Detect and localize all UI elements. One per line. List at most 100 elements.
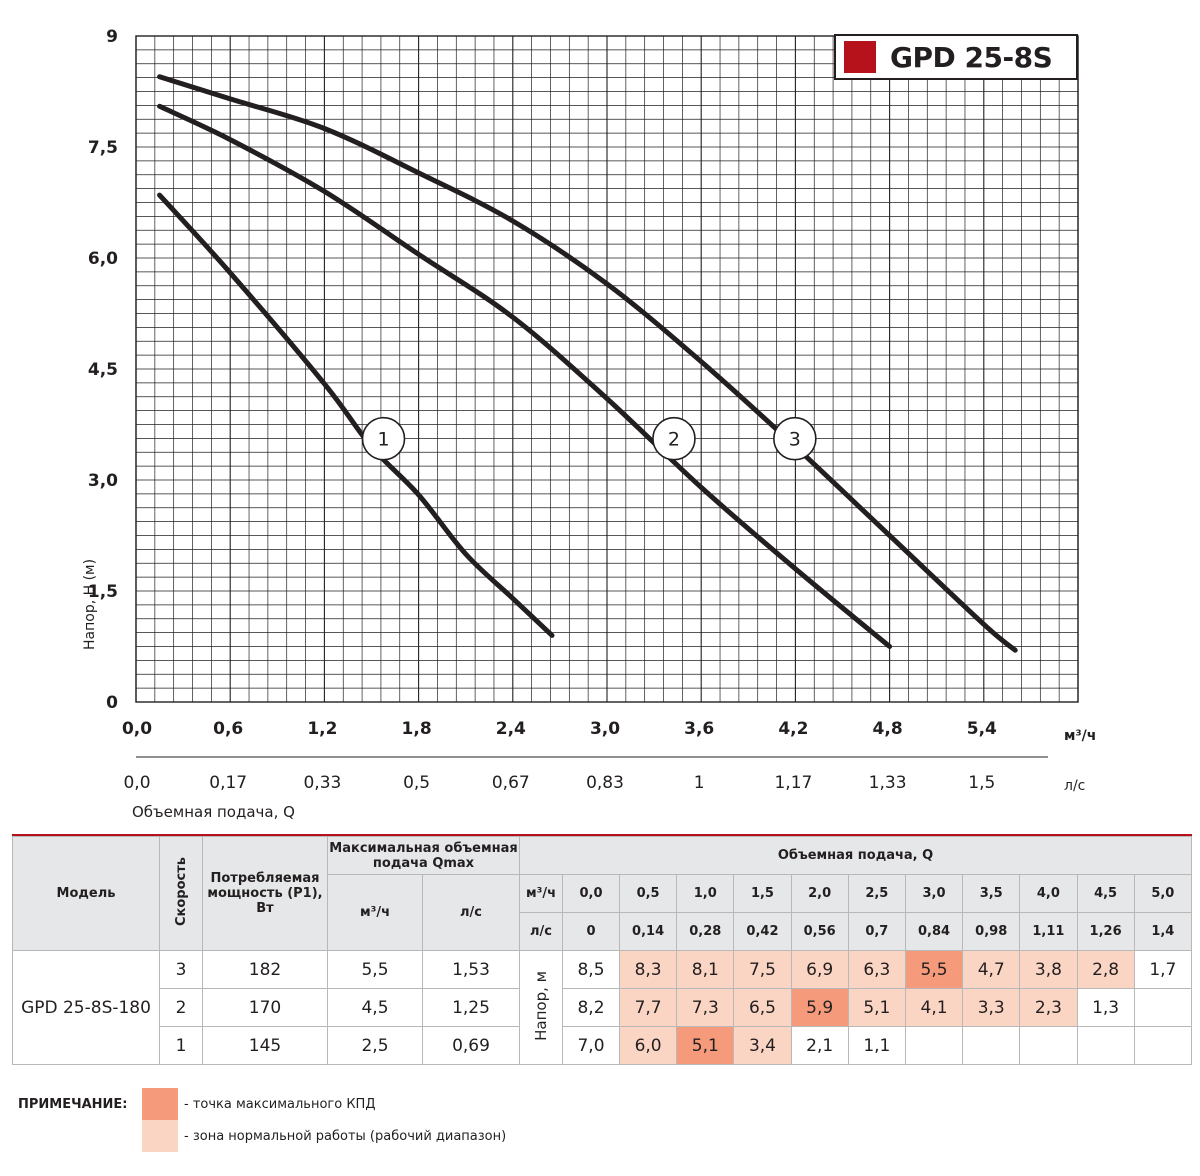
- cell-head: 8,2: [562, 988, 620, 1027]
- cell-head: [1133, 1026, 1193, 1065]
- curve-speed-3: [157, 74, 1018, 653]
- th-qmax-m3: м³/ч: [327, 874, 423, 951]
- x-tick-label: 4,2: [778, 719, 808, 739]
- spec-table: Модель Скорость Потребляемая мощность (P1)…: [12, 836, 1193, 1065]
- cell-head: 8,3: [618, 950, 678, 989]
- cell-speed: 1: [159, 1026, 203, 1065]
- curve-label-1: 1: [377, 429, 389, 451]
- chart-curves: [157, 74, 1018, 653]
- cell-head: 7,3: [676, 988, 735, 1027]
- x2-tick-label: 0,5: [403, 773, 430, 793]
- x-axis-title: Объемная подача, Q: [132, 803, 295, 821]
- cell-power: 170: [202, 988, 328, 1027]
- y-tick-label: 4,5: [88, 360, 118, 380]
- th-flow-m3: 3,5: [962, 874, 1021, 913]
- curve-label-2: 2: [668, 429, 680, 451]
- th-flow-ls: 0,56: [790, 912, 849, 951]
- th-flow-m3: 2,5: [847, 874, 906, 913]
- cell-head: 8,5: [562, 950, 620, 989]
- x-tick-label: 0,6: [213, 719, 243, 739]
- th-flow-ls: 1,26: [1076, 912, 1135, 951]
- th-unit-ls: л/с: [519, 912, 563, 951]
- x2-tick-label: 0,83: [586, 773, 624, 793]
- curve-label-circle-1: [361, 416, 406, 461]
- cell-head: 2,8: [1076, 950, 1135, 989]
- th-flow: Объемная подача, Q: [519, 836, 1192, 875]
- legend-swatch: [844, 41, 876, 73]
- cell-head: 6,0: [618, 1026, 678, 1065]
- cell-head: 4,7: [962, 950, 1021, 989]
- th-flow-m3: 0,5: [618, 874, 678, 913]
- y-tick-label: 3,0: [88, 471, 118, 491]
- cell-head: 8,1: [676, 950, 735, 989]
- cell-head: 3,8: [1019, 950, 1078, 989]
- note-normal-zone: - зона нормальной работы (рабочий диапаз…: [184, 1129, 507, 1144]
- th-flow-m3: 4,5: [1076, 874, 1135, 913]
- model-name: GPD 25-8S-180: [12, 950, 160, 1065]
- cell-head: 6,9: [790, 950, 849, 989]
- th-flow-ls: 1,4: [1133, 912, 1193, 951]
- table-top-bar: [12, 834, 1192, 837]
- x2-tick-label: 1: [694, 773, 705, 793]
- cell-head: 2,3: [1019, 988, 1078, 1027]
- curve-label-circle-2: [652, 416, 696, 461]
- curve-speed-1: [157, 192, 555, 638]
- chart-labels: 1 2 3: [361, 416, 817, 461]
- x-tick-label: 1,2: [307, 719, 337, 739]
- y-tick-label: 1,5: [88, 582, 118, 602]
- cell-speed: 2: [159, 988, 203, 1027]
- th-flow-ls: 0,7: [847, 912, 906, 951]
- x2-tick-label: 0,67: [492, 773, 530, 793]
- x-tick-label: 4,8: [873, 719, 903, 739]
- cell-head: 3,3: [962, 988, 1021, 1027]
- performance-chart: 0 1,5 3,0 4,5 6,0 7,5 9 Напор, H (м) 0,0 0,6 1,2 1,…: [82, 27, 1096, 821]
- cell-head: [1133, 988, 1193, 1027]
- th-unit-m3: м³/ч: [519, 874, 563, 913]
- th-flow-m3: 3,0: [904, 874, 964, 913]
- x-tick-label: 1,8: [402, 719, 432, 739]
- th-flow-m3: 2,0: [790, 874, 849, 913]
- table-row: 2 170 4,5 1,25 8,2 7,7 7,3 6,5 5,9 5,1 4,1 3,3 2,3 1,…: [13, 988, 1193, 1027]
- cell-qmax-ls: 0,69: [422, 1026, 520, 1065]
- chart-title: GPD 25-8S: [890, 40, 1053, 74]
- cell-head: 5,1: [676, 1026, 735, 1065]
- cell-head: 7,5: [733, 950, 792, 989]
- x-tick-label: 3,0: [590, 719, 620, 739]
- head-unit: Напор, м: [519, 950, 563, 1065]
- curve-speed-2: [157, 103, 893, 649]
- cell-head: 4,1: [904, 988, 964, 1027]
- table-row: GPD 25-8S-180 3 182 5,5 1,53 Напор, м 8,5 8,3 8,…: [12, 950, 1193, 1065]
- y-tick-label: 0: [106, 693, 118, 713]
- x2-tick-label: 0,0: [123, 773, 150, 793]
- th-qmax-ls: л/с: [422, 874, 520, 951]
- th-flow-ls: 0,14: [618, 912, 678, 951]
- note-max-eff: - точка максимального КПД: [184, 1097, 376, 1112]
- th-flow-m3: 1,5: [733, 874, 792, 913]
- cell-power: 182: [202, 950, 328, 989]
- note-label: ПРИМЕЧАНИЕ:: [18, 1097, 128, 1112]
- th-flow-ls: 1,11: [1019, 912, 1078, 951]
- cell-qmax-ls: 1,25: [422, 988, 520, 1027]
- cell-head: 3,4: [733, 1026, 792, 1065]
- th-model: Модель: [12, 836, 160, 951]
- plot-frame: [135, 35, 1079, 703]
- cell-qmax-m3: 4,5: [327, 988, 423, 1027]
- x-unit-ls: л/с: [1064, 778, 1085, 794]
- chart-grid: [135, 35, 1079, 703]
- cell-head: 5,9: [790, 988, 849, 1027]
- note-swatch-max-eff: [142, 1088, 178, 1120]
- th-speed: Скорость: [159, 836, 203, 951]
- cell-head: [962, 1026, 1021, 1065]
- chart-legend: GPD 25-8S: [834, 34, 1078, 80]
- cell-head: [1019, 1026, 1078, 1065]
- x2-tick-label: 0,33: [303, 773, 341, 793]
- cell-qmax-m3: 2,5: [327, 1026, 423, 1065]
- x2-tick-label: 1,33: [869, 773, 907, 793]
- cell-head: 5,1: [847, 988, 906, 1027]
- cell-head: 5,5: [904, 950, 964, 989]
- x-tick-label: 0,0: [122, 719, 152, 739]
- th-flow-m3: 0,0: [562, 874, 620, 913]
- cell-head: [904, 1026, 964, 1065]
- table-row: 1 145 2,5 0,69 7,0 6,0 5,1 3,4 2,1 1,1: [13, 1026, 1193, 1065]
- cell-head: 7,0: [562, 1026, 620, 1065]
